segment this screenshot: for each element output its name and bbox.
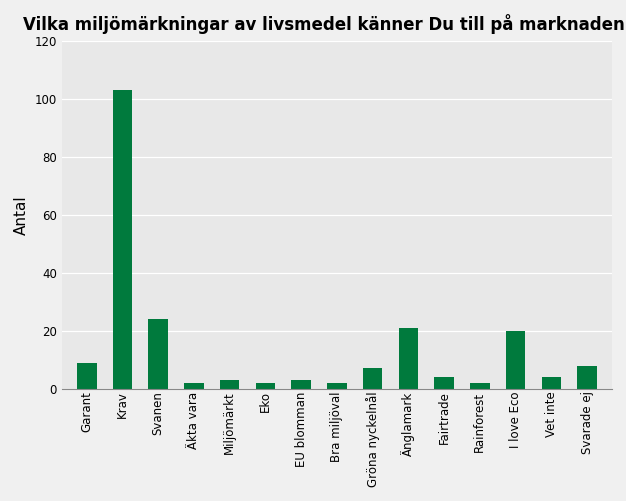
Bar bbox=[363, 368, 382, 389]
Bar bbox=[470, 383, 490, 389]
Bar bbox=[577, 366, 597, 389]
Bar bbox=[148, 319, 168, 389]
Bar bbox=[113, 90, 132, 389]
Bar bbox=[327, 383, 347, 389]
Text: Vilka miljömärkningar av livsmedel känner Du till på marknaden idag?: Vilka miljömärkningar av livsmedel känne… bbox=[23, 14, 626, 34]
Bar bbox=[291, 380, 311, 389]
Bar bbox=[541, 377, 561, 389]
Bar bbox=[184, 383, 203, 389]
Bar bbox=[77, 363, 96, 389]
Y-axis label: Antal: Antal bbox=[14, 195, 29, 234]
Bar bbox=[220, 380, 240, 389]
Bar bbox=[255, 383, 275, 389]
Bar bbox=[434, 377, 454, 389]
Bar bbox=[506, 331, 525, 389]
Bar bbox=[399, 328, 418, 389]
